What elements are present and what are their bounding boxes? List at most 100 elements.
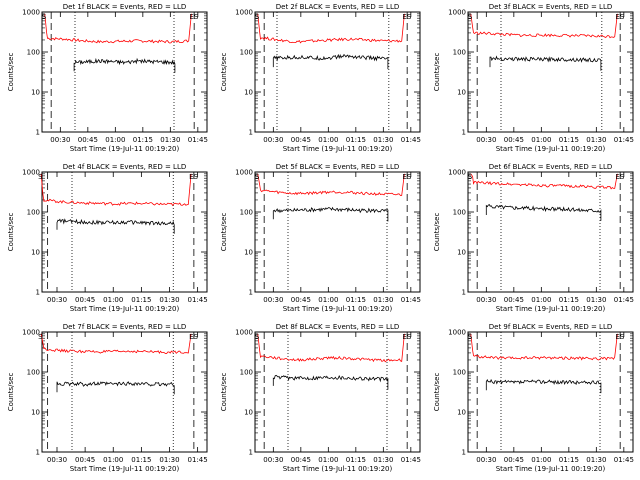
lld-series-line	[257, 173, 405, 197]
y-tick-label: 1000	[235, 169, 253, 177]
y-axis-label: Counts/sec	[7, 213, 15, 252]
x-tick-label: 00:45	[504, 296, 524, 304]
detector-chart-4: Det 4f BLACK = Events, RED = LLD 1 10 100 10…	[7, 163, 208, 313]
x-tick-label: 01:15	[559, 296, 579, 304]
y-tick-label: 100	[453, 209, 466, 217]
x-tick-label: 01:00	[103, 456, 123, 464]
plot-frame	[467, 171, 634, 293]
plot-frame	[254, 171, 421, 293]
plot-frame	[254, 11, 421, 133]
y-tick-label: 1	[36, 129, 40, 137]
x-axis-label: Start Time (19-Jul-11 00:19:20)	[283, 465, 393, 473]
end-marker-label: ES	[189, 13, 198, 21]
x-tick-label: 01:45	[188, 136, 208, 144]
y-tick-label: 10	[31, 409, 40, 417]
x-axis-label: Start Time (19-Jul-11 00:19:20)	[70, 465, 180, 473]
end-marker-label: ES	[615, 173, 624, 181]
chart-title: Det 9f BLACK = Events, RED = LLD	[489, 323, 612, 331]
y-tick-label: 100	[240, 209, 253, 217]
lld-series-line	[40, 333, 192, 355]
y-tick-label: 10	[244, 249, 253, 257]
detector-panel-7: Det 7f BLACK = Events, RED = LLD 1 10 100 10…	[0, 320, 213, 480]
y-tick-label: 10	[244, 409, 253, 417]
x-tick-label: 00:45	[504, 456, 524, 464]
x-tick-label: 00:45	[78, 136, 98, 144]
end-marker-label: ES	[189, 333, 198, 341]
x-tick-label: 01:00	[105, 136, 125, 144]
x-tick-label: 01:15	[346, 456, 366, 464]
x-tick-label: 01:00	[531, 136, 551, 144]
start-marker-label: S	[38, 173, 43, 181]
y-tick-label: 100	[453, 49, 466, 57]
y-tick-label: 10	[31, 249, 40, 257]
detector-chart-6: Det 6f BLACK = Events, RED = LLD 1 10 100 10…	[433, 163, 634, 313]
x-tick-label: 00:30	[263, 296, 283, 304]
end-marker-label: ES	[402, 13, 411, 21]
x-axis-label: Start Time (19-Jul-11 00:19:20)	[496, 465, 606, 473]
y-tick-label: 100	[240, 49, 253, 57]
y-tick-label: 1000	[448, 169, 466, 177]
chart-title: Det 2f BLACK = Events, RED = LLD	[276, 3, 399, 11]
x-tick-label: 01:00	[531, 456, 551, 464]
x-tick-label: 01:45	[614, 456, 634, 464]
y-tick-label: 1	[36, 289, 40, 297]
x-tick-label: 01:15	[559, 456, 579, 464]
y-tick-label: 1	[249, 289, 253, 297]
events-series-line	[485, 203, 602, 221]
y-tick-label: 1000	[235, 329, 253, 337]
x-tick-label: 01:15	[346, 136, 366, 144]
y-tick-label: 1000	[22, 9, 40, 17]
x-tick-label: 01:30	[586, 136, 606, 144]
x-axis-label: Start Time (19-Jul-11 00:19:20)	[283, 305, 393, 313]
x-tick-label: 01:15	[131, 296, 151, 304]
chart-title: Det 4f BLACK = Events, RED = LLD	[63, 163, 186, 171]
y-tick-label: 1	[462, 129, 466, 137]
y-axis-label: Counts/sec	[433, 213, 441, 252]
x-tick-label: 01:15	[131, 456, 151, 464]
x-tick-label: 01:30	[373, 136, 393, 144]
end-marker-label: ES	[189, 173, 198, 181]
start-marker-label: S	[255, 333, 260, 341]
x-tick-label: 01:00	[103, 296, 123, 304]
x-tick-label: 01:45	[401, 296, 421, 304]
plot-frame	[467, 331, 634, 453]
x-tick-label: 01:45	[614, 296, 634, 304]
y-tick-label: 100	[240, 369, 253, 377]
detector-panel-4: Det 4f BLACK = Events, RED = LLD 1 10 100 10…	[0, 160, 213, 320]
start-marker-label: S	[468, 173, 473, 181]
detector-chart-5: Det 5f BLACK = Events, RED = LLD 1 10 100 10…	[220, 163, 421, 313]
x-tick-label: 00:30	[50, 136, 70, 144]
start-marker-label: S	[42, 13, 47, 21]
y-tick-label: 1	[462, 289, 466, 297]
start-marker-label: S	[255, 173, 260, 181]
events-series-line	[485, 378, 602, 394]
lld-series-line	[470, 173, 618, 190]
y-axis-label: Counts/sec	[220, 53, 228, 92]
x-tick-label: 01:15	[346, 296, 366, 304]
y-tick-label: 10	[457, 409, 466, 417]
start-marker-label: S	[38, 333, 43, 341]
x-tick-label: 01:00	[531, 296, 551, 304]
x-tick-label: 00:45	[291, 456, 311, 464]
y-tick-label: 10	[457, 249, 466, 257]
x-tick-label: 00:30	[476, 136, 496, 144]
y-tick-label: 100	[27, 209, 40, 217]
lld-series-line	[257, 13, 405, 44]
start-marker-label: S	[468, 333, 473, 341]
start-marker-label: S	[255, 13, 260, 21]
y-axis-label: Counts/sec	[433, 373, 441, 412]
x-tick-label: 00:30	[47, 296, 67, 304]
y-tick-label: 1000	[22, 169, 40, 177]
x-tick-label: 01:30	[160, 136, 180, 144]
x-tick-label: 01:30	[373, 456, 393, 464]
chart-title: Det 1f BLACK = Events, RED = LLD	[63, 3, 186, 11]
start-marker-label: S	[468, 13, 473, 21]
x-tick-label: 01:30	[373, 296, 393, 304]
x-tick-label: 00:45	[75, 456, 95, 464]
x-tick-label: 01:15	[559, 136, 579, 144]
lld-series-line	[40, 173, 192, 207]
x-tick-label: 01:30	[159, 456, 179, 464]
chart-title: Det 7f BLACK = Events, RED = LLD	[63, 323, 186, 331]
y-tick-label: 1	[36, 449, 40, 457]
